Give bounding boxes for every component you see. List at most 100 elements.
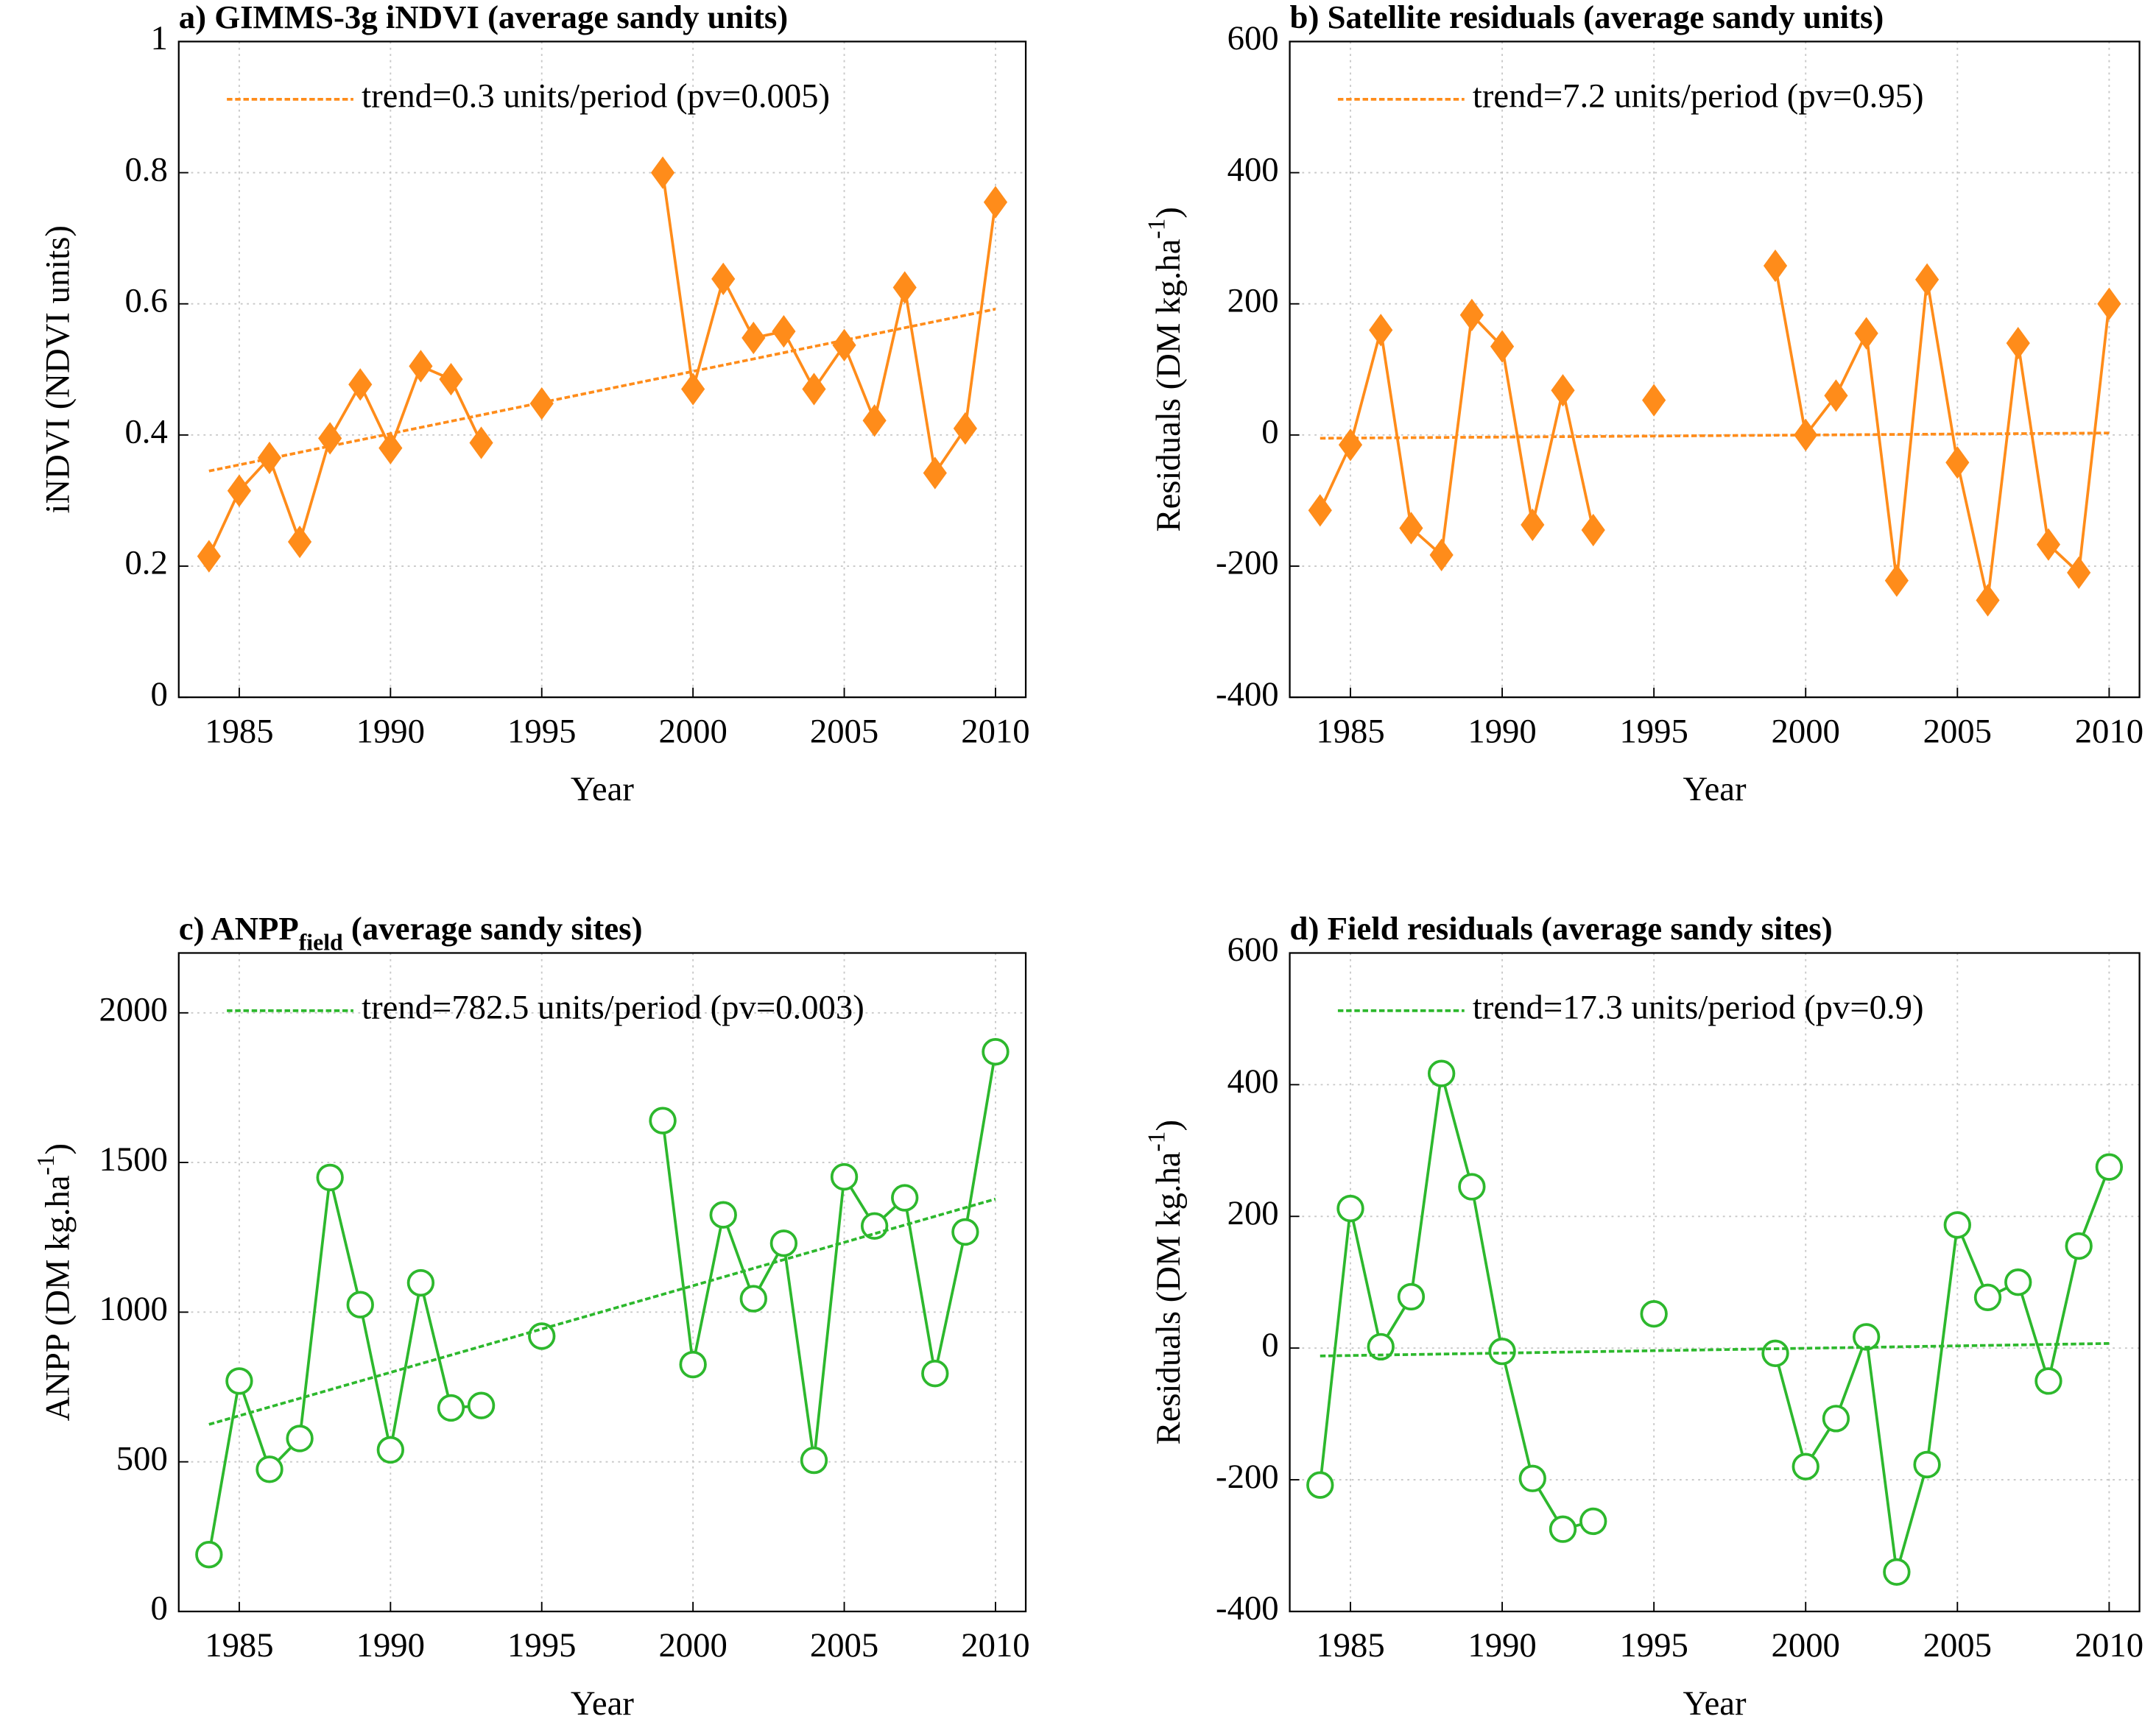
plot-frame — [177, 40, 1027, 699]
diamond-marker — [1369, 314, 1393, 347]
circle-marker — [256, 1455, 283, 1483]
x-tick-label: 1995 — [1619, 712, 1688, 750]
circle-marker — [679, 1350, 707, 1379]
circle-marker — [195, 1541, 223, 1569]
diamond-marker — [2067, 556, 2091, 590]
diamond-marker — [318, 422, 342, 455]
circle-marker — [1367, 1333, 1395, 1361]
diamond-marker — [1459, 298, 1484, 331]
diamond-marker — [1642, 384, 1666, 417]
circle-marker — [1943, 1211, 1971, 1239]
y-label-text: ) — [1149, 207, 1188, 219]
trend-line — [208, 1197, 996, 1426]
diamond-marker — [953, 412, 977, 445]
circle-marker — [709, 1201, 737, 1229]
y-tick-label: 1000 — [99, 1290, 167, 1328]
x-tick-label: 2005 — [1923, 712, 1992, 750]
data-line — [207, 1051, 997, 1556]
y-tick-label: 0 — [150, 675, 167, 713]
y-axis-label: iNDVI (NDVI units) — [38, 225, 77, 513]
circle-marker — [316, 1163, 344, 1192]
circle-marker — [769, 1229, 798, 1257]
x-tick-label: 2005 — [810, 1626, 878, 1665]
circle-marker — [376, 1436, 404, 1464]
x-tick-label: 1985 — [1316, 1626, 1384, 1665]
diamond-marker — [469, 426, 493, 459]
y-label-text: Residuals (DM kg.ha — [1149, 239, 1188, 532]
diamond-marker — [983, 186, 1008, 219]
diamond-marker — [862, 404, 887, 437]
y-label-superscript: -1 — [32, 1154, 60, 1175]
y-tick-label: 500 — [116, 1439, 168, 1478]
diamond-marker — [1429, 538, 1454, 571]
legend-label: trend=782.5 units/period (pv=0.003) — [362, 989, 864, 1027]
diamond-marker — [650, 156, 675, 189]
y-tick-label: 0.8 — [124, 150, 167, 188]
x-tick-label: 2010 — [961, 712, 1029, 750]
circle-marker — [1852, 1323, 1881, 1351]
diamond-marker — [197, 540, 221, 573]
circle-marker — [1336, 1194, 1364, 1223]
diamond-marker — [1521, 508, 1545, 542]
circle-marker — [891, 1184, 919, 1212]
diamond-marker — [1308, 494, 1332, 527]
y-tick-label: 0 — [150, 1589, 167, 1628]
diamond-marker — [772, 315, 796, 348]
y-tick-label: -200 — [1216, 1458, 1279, 1496]
x-tick-label: 2000 — [1772, 712, 1840, 750]
circle-marker — [1913, 1450, 1941, 1479]
x-tick-label: 2005 — [810, 712, 878, 750]
circle-marker — [1883, 1558, 1911, 1586]
y-tick-label: 0.4 — [124, 413, 167, 451]
y-tick-label: 600 — [1227, 931, 1279, 969]
x-tick-label: 2000 — [1772, 1626, 1840, 1665]
x-tick-label: 2010 — [2075, 1626, 2143, 1665]
diamond-marker — [409, 350, 433, 383]
y-tick-label: 0.6 — [124, 281, 167, 320]
x-axis-label: Year — [1683, 770, 1747, 808]
circle-marker — [1427, 1059, 1456, 1087]
x-tick-label: 1990 — [1468, 712, 1536, 750]
diamond-marker — [2006, 327, 2030, 360]
title-text: b) Satellite residuals (average sandy un… — [1290, 0, 1884, 35]
circle-marker — [951, 1218, 979, 1246]
x-tick-label: 1990 — [1468, 1626, 1536, 1665]
diamond-marker — [802, 373, 826, 406]
y-label-text: ) — [38, 1143, 77, 1155]
x-tick-label: 1995 — [507, 1626, 576, 1665]
circle-marker — [1488, 1337, 1516, 1366]
diamond-marker — [439, 363, 463, 396]
diamond-marker — [741, 321, 766, 355]
circle-marker — [1306, 1471, 1334, 1499]
chart-title: b) Satellite residuals (average sandy un… — [1290, 0, 1884, 35]
y-axis-label: ANPP (DM kg.ha-1) — [32, 1143, 77, 1422]
circle-marker — [1792, 1452, 1819, 1480]
y-tick-label: 200 — [1227, 1194, 1279, 1232]
circle-marker — [649, 1106, 677, 1134]
diamond-marker — [1945, 446, 1970, 479]
diamond-marker — [1490, 330, 1515, 363]
x-tick-label: 1985 — [205, 1626, 273, 1665]
diamond-marker — [1854, 317, 1878, 350]
y-tick-label: 400 — [1227, 1062, 1279, 1101]
diamond-marker — [1338, 428, 1363, 462]
data-line — [1318, 1073, 2111, 1572]
circle-marker — [1761, 1339, 1789, 1367]
x-tick-label: 1995 — [1619, 1626, 1688, 1665]
circle-marker — [1518, 1464, 1546, 1492]
circle-marker — [830, 1162, 859, 1191]
circle-marker — [1549, 1515, 1577, 1543]
y-tick-label: 400 — [1227, 150, 1279, 188]
x-tick-label: 1985 — [205, 712, 273, 750]
circle-marker — [225, 1367, 253, 1395]
legend-label: trend=7.2 units/period (pv=0.95) — [1473, 77, 1924, 116]
y-label-superscript: -1 — [1144, 219, 1171, 239]
circle-marker — [467, 1391, 496, 1419]
trend-line — [1320, 1342, 2110, 1358]
x-axis-label: Year — [571, 770, 634, 808]
diamond-marker — [1399, 512, 1423, 545]
plot-frame — [1289, 952, 2141, 1613]
x-tick-label: 1990 — [356, 712, 425, 750]
circle-marker — [1973, 1283, 2002, 1311]
